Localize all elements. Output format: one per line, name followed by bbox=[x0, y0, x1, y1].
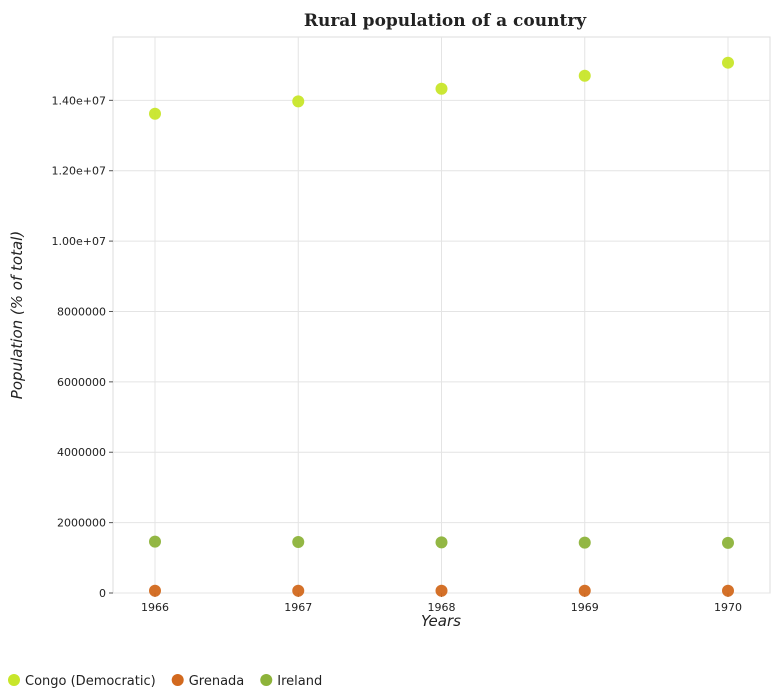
x-tick-label: 1967 bbox=[284, 601, 312, 614]
data-point-grenada bbox=[722, 584, 734, 597]
data-point-grenada bbox=[578, 584, 591, 597]
data-point-grenada bbox=[149, 584, 161, 597]
data-point-grenada bbox=[292, 584, 305, 597]
data-point-ireland bbox=[149, 535, 161, 548]
data-point-congo-democratic bbox=[722, 56, 734, 69]
y-tick-label: 0 bbox=[99, 587, 106, 600]
y-tick-label: 1.40e+07 bbox=[52, 94, 106, 107]
legend-label: Ireland bbox=[277, 674, 322, 689]
legend-label: Grenada bbox=[189, 674, 245, 689]
data-point-ireland bbox=[578, 536, 591, 549]
chart-title: Rural population of a country bbox=[304, 11, 587, 31]
legend-marker bbox=[8, 674, 20, 686]
y-tick-label: 1.00e+07 bbox=[52, 235, 106, 248]
y-tick-label: 6000000 bbox=[57, 376, 106, 389]
data-point-congo-democratic bbox=[292, 95, 305, 108]
y-tick-label: 1.20e+07 bbox=[52, 165, 106, 178]
x-tick-label: 1970 bbox=[714, 601, 742, 614]
data-point-ireland bbox=[292, 535, 305, 548]
data-point-congo-democratic bbox=[149, 107, 161, 120]
y-tick-label: 2000000 bbox=[57, 517, 106, 530]
grid-lines bbox=[113, 37, 770, 594]
data-point-ireland bbox=[435, 536, 448, 549]
data-point-congo-democratic bbox=[435, 82, 448, 95]
x-tick-label: 1969 bbox=[571, 601, 599, 614]
legend-marker bbox=[260, 674, 273, 686]
data-point-grenada bbox=[435, 584, 448, 597]
x-tick-label: 1966 bbox=[141, 601, 169, 614]
y-tick-label: 4000000 bbox=[57, 446, 106, 459]
x-axis-ticks: 1966 1967 1968 1969 1970 bbox=[141, 593, 742, 614]
data-point-ireland bbox=[722, 536, 734, 549]
y-axis-ticks: 0 2000000 4000000 6000000 8000000 1.00e+07 1.2… bbox=[52, 94, 113, 600]
legend: Congo (Democratic) Grenada Ireland bbox=[8, 674, 322, 689]
legend-marker bbox=[171, 674, 184, 686]
y-tick-label: 8000000 bbox=[57, 305, 106, 318]
x-axis-label: Years bbox=[421, 612, 461, 630]
x-tick-label: 1968 bbox=[428, 601, 456, 614]
y-axis-label: Population (% of total) bbox=[8, 231, 26, 399]
data-points bbox=[149, 56, 734, 597]
legend-label: Congo (Democratic) bbox=[25, 674, 156, 689]
data-point-congo-democratic bbox=[578, 69, 591, 82]
